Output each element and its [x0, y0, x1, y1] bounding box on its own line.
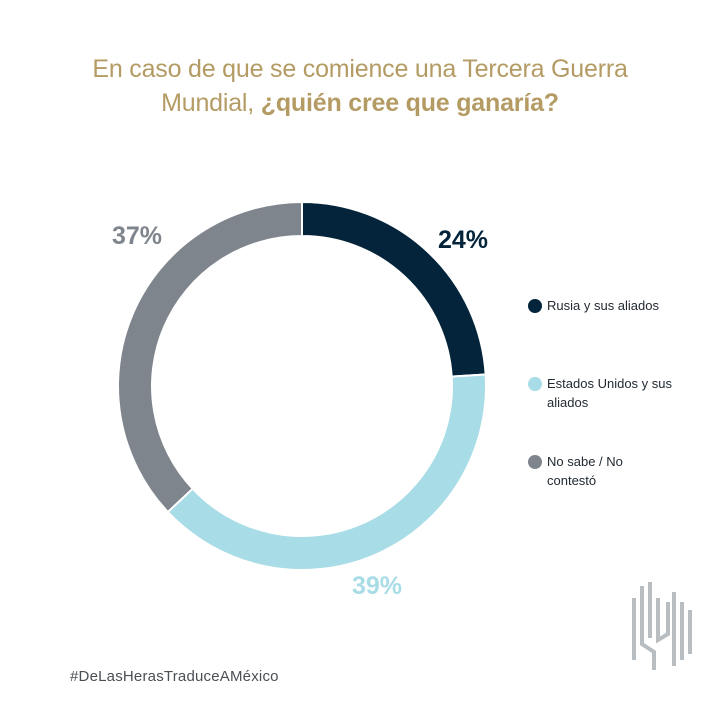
slice-label-rusia: 24% [438, 226, 489, 254]
chart-title: En caso de que se comience una Tercera G… [40, 52, 680, 120]
slice-estados-unidos [166, 373, 487, 571]
chart-title-line2-normal: Mundial, [161, 89, 261, 117]
legend-swatch-rusia [528, 299, 542, 313]
chart-title-line2-bold: ¿quién cree que ganaría? [260, 89, 559, 117]
legend-label-estados-unidos: Estados Unidos y sus aliados [547, 376, 673, 410]
chart-title-line2: Mundial, ¿quién cree que ganaría? [40, 86, 680, 120]
hashtag: #DeLasHerasTraduceAMéxico [70, 668, 279, 685]
legend-swatch-no-sabe [528, 455, 542, 469]
slice-label-no-sabe: 37% [112, 222, 163, 250]
legend-item-rusia: Rusia y sus aliados [528, 296, 697, 315]
legend-item-no-sabe: No sabe / No contestó [528, 452, 642, 490]
slice-label-estados-unidos: 39% [352, 572, 403, 600]
legend-swatch-estados-unidos [528, 377, 542, 391]
chart-title-line1: En caso de que se comience una Tercera G… [92, 55, 628, 83]
slice-no-sabe [117, 200, 303, 514]
legend-label-no-sabe: No sabe / No contestó [547, 454, 623, 488]
legend-label-rusia: Rusia y sus aliados [547, 298, 659, 313]
de-las-heras-logo-icon [632, 582, 692, 670]
legend-item-estados-unidos: Estados Unidos y sus aliados [528, 374, 677, 412]
